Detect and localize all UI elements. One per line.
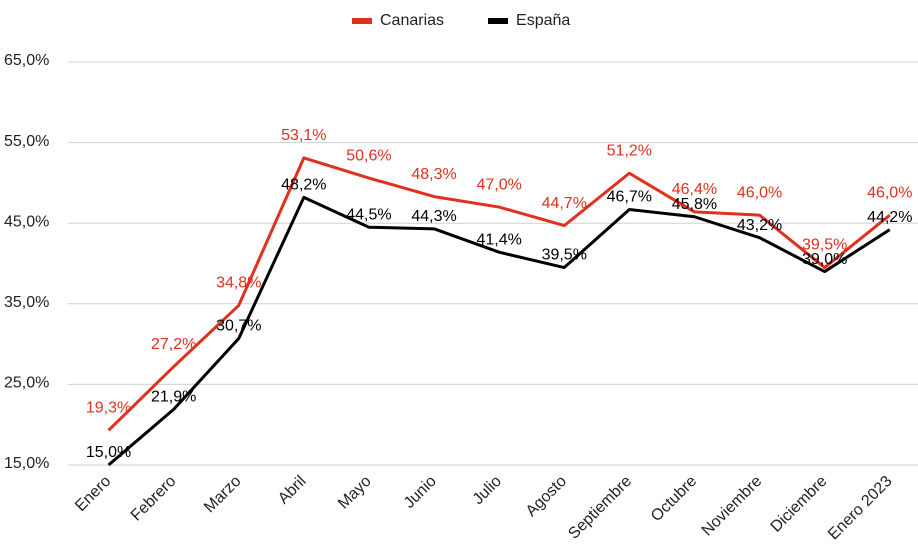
x-tick-label: Junio: [401, 473, 440, 512]
x-tick-label: Julio: [470, 473, 505, 508]
data-label: 15,0%: [86, 444, 131, 461]
series-line: [107, 156, 891, 432]
x-tick-label: Octubre: [648, 473, 700, 525]
data-label: 48,2%: [281, 177, 326, 194]
y-tick-label: 55,0%: [4, 133, 49, 150]
legend-label: Canarias: [380, 12, 444, 29]
x-tick-label: Enero: [72, 473, 114, 515]
y-tick-label: 15,0%: [4, 455, 49, 472]
data-label: 45,8%: [672, 196, 717, 213]
legend-label: España: [516, 12, 570, 29]
y-tick-label: 35,0%: [4, 294, 49, 311]
x-tick-label: Agosto: [523, 473, 570, 520]
data-label: 44,3%: [411, 208, 456, 225]
data-label: 46,7%: [607, 189, 652, 206]
x-tick-label: Septiembre: [565, 473, 635, 543]
x-tick-label: Enero 2023: [825, 473, 896, 544]
legend-swatch: [488, 18, 509, 24]
data-label: 39,5%: [802, 237, 847, 254]
data-label: 53,1%: [281, 127, 326, 144]
x-tick-label: Marzo: [201, 473, 245, 517]
data-label: 21,9%: [151, 389, 196, 406]
data-label: 39,5%: [542, 247, 587, 264]
x-tick-label: Diciembre: [768, 473, 831, 536]
data-label: 30,7%: [216, 318, 261, 335]
data-label: 46,0%: [867, 184, 912, 201]
y-tick-label: 65,0%: [4, 52, 49, 69]
data-label: 48,3%: [411, 166, 456, 183]
y-tick-label: 45,0%: [4, 213, 49, 230]
data-label: 50,6%: [346, 147, 391, 164]
data-label: 34,8%: [216, 275, 261, 292]
data-label: 44,7%: [542, 195, 587, 212]
data-label: 44,2%: [867, 209, 912, 226]
data-label: 47,0%: [476, 176, 521, 193]
legend-swatch: [352, 18, 372, 24]
x-tick-label: Febrero: [128, 473, 180, 525]
data-label: 44,5%: [346, 206, 391, 223]
y-tick-label: 25,0%: [4, 375, 49, 392]
x-tick-label: Abril: [275, 473, 310, 508]
data-label: 46,4%: [672, 181, 717, 198]
data-label: 39,0%: [802, 251, 847, 268]
x-tick-label: Mayo: [335, 473, 375, 513]
data-label: 27,2%: [151, 336, 196, 353]
series-line: [107, 195, 891, 467]
x-tick-label: Noviembre: [699, 473, 766, 540]
data-label: 43,2%: [737, 217, 782, 234]
data-label: 51,2%: [607, 142, 652, 159]
data-label: 41,4%: [476, 231, 521, 248]
data-label: 46,0%: [737, 184, 782, 201]
data-label: 19,3%: [86, 400, 131, 417]
